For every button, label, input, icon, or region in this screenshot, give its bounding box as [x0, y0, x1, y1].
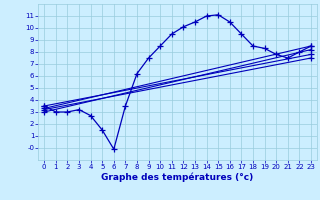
X-axis label: Graphe des températures (°c): Graphe des températures (°c)	[101, 173, 254, 182]
